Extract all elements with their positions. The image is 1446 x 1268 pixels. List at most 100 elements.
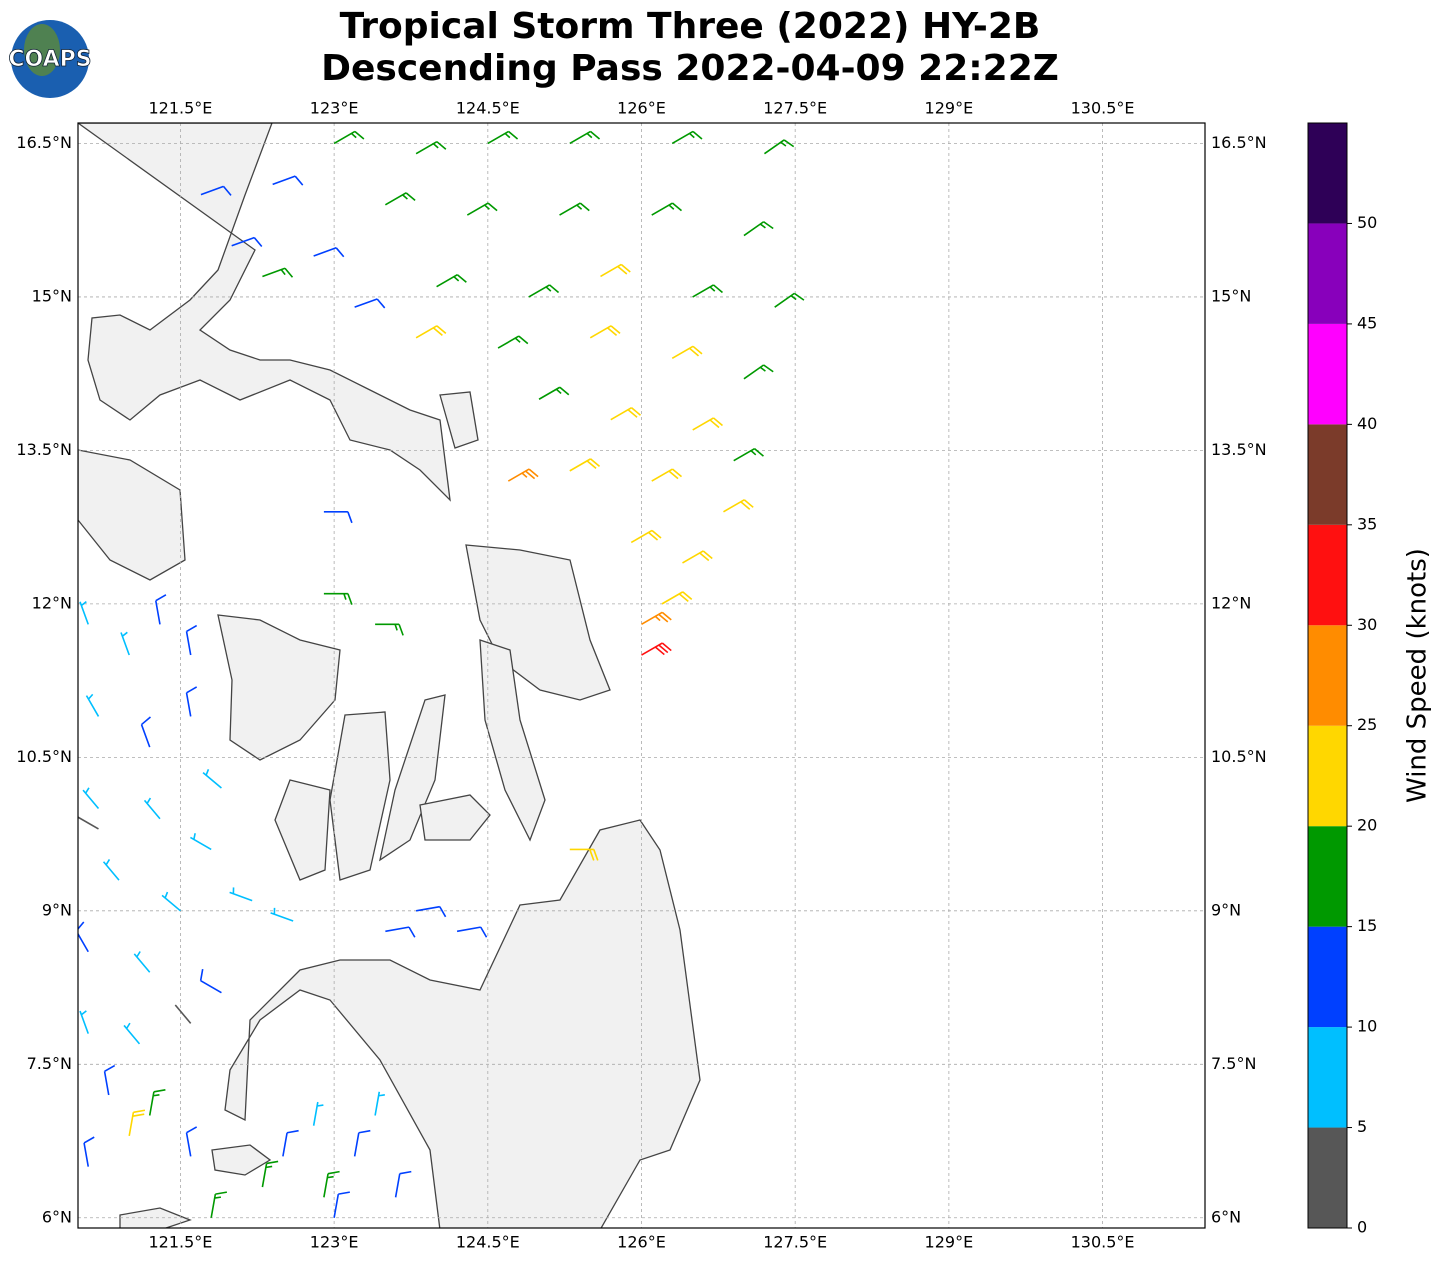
wind-barb: [128, 1109, 146, 1137]
wind-barb: [774, 292, 805, 308]
colorbar-segment: [1308, 625, 1347, 726]
wind-barb: [282, 1129, 299, 1157]
colorbar-tick-label: 50: [1357, 213, 1377, 232]
y-tick-label: 15°N: [1211, 286, 1251, 305]
x-tick-label: 127.5°E: [763, 99, 827, 118]
land: [78, 123, 451, 502]
land-layer: [78, 123, 701, 1228]
wind-barb: [312, 1101, 324, 1126]
wind-barb: [630, 529, 662, 544]
wind-barb: [589, 325, 621, 339]
wind-barb: [610, 407, 642, 421]
colorbar-tick-label: 15: [1357, 916, 1377, 935]
wind-barb: [682, 550, 713, 564]
wind-barb: [394, 1170, 412, 1198]
wind-barb: [671, 130, 703, 145]
wind-barb: [123, 1022, 141, 1045]
x-tick-label: 123°E: [310, 1233, 359, 1252]
x-tick-label: 126°E: [617, 99, 666, 118]
wind-barb: [538, 386, 570, 400]
wind-barb: [140, 716, 151, 748]
wind-barb: [497, 335, 529, 349]
colorbar-segment: [1308, 223, 1347, 324]
wind-barb: [384, 192, 416, 206]
wind-barb: [120, 631, 130, 656]
land: [78, 449, 186, 581]
logo: COAPS: [8, 20, 92, 98]
x-tick-label: 121.5°E: [148, 99, 212, 118]
wind-barb: [270, 907, 294, 922]
wind-barb: [155, 594, 167, 625]
land: [419, 794, 491, 841]
wind-barb: [763, 139, 795, 155]
colorbar-segment: [1308, 826, 1347, 927]
wind-barb: [559, 202, 590, 216]
wind-barb: [487, 130, 519, 145]
y-tick-label: 7.5°N: [1211, 1054, 1256, 1073]
wind-barb: [185, 1126, 198, 1157]
wind-barb: [375, 623, 404, 636]
wind-barb: [333, 130, 365, 145]
colorbar-tick-label: 45: [1357, 313, 1377, 332]
wind-barb: [692, 417, 723, 431]
land: [211, 1144, 272, 1176]
wind-barb: [200, 185, 232, 196]
wind-barb: [199, 969, 222, 994]
y-tick-label: 15°N: [32, 286, 72, 305]
land: [479, 639, 546, 842]
wind-barb: [323, 1170, 340, 1198]
logo-land: [24, 24, 60, 76]
wind-barb: [85, 693, 100, 717]
colorbar-segment: [1308, 1127, 1347, 1228]
wind-barb: [190, 833, 212, 851]
wind-barb: [262, 267, 294, 278]
map-frame: [77, 122, 1206, 1229]
wind-barb: [174, 1004, 192, 1024]
wind-barb: [507, 468, 539, 482]
wind-barb: [323, 510, 353, 524]
colorbar-tick-label: 10: [1357, 1017, 1377, 1036]
wind-barb: [272, 175, 304, 186]
x-tick-label: 127.5°E: [763, 1233, 827, 1252]
land: [217, 614, 341, 761]
wind-barb: [651, 468, 683, 482]
land: [379, 694, 446, 862]
wind-barb: [143, 797, 161, 820]
wind-barb: [231, 236, 263, 248]
wind-barb: [374, 1091, 385, 1116]
wind-barb: [79, 1010, 89, 1034]
colorbar-segment: [1308, 524, 1347, 626]
wind-barb: [641, 642, 672, 656]
colorbar-segment: [1308, 926, 1347, 1028]
colorbar: 0 5 10 15 20 25 30 35 40 45 50 Wind Speed (knots): [1307, 122, 1433, 1237]
x-tick-label: 129°E: [925, 1233, 974, 1252]
y-tick-label: 9°N: [42, 900, 72, 919]
y-tick-label: 12°N: [1211, 593, 1251, 612]
x-tick-label: 130.5°E: [1071, 99, 1135, 118]
wind-barb: [313, 247, 345, 258]
wind-barb: [261, 1160, 279, 1188]
x-tick-label: 126°E: [617, 1233, 666, 1252]
wind-barb: [723, 499, 754, 513]
wind-barb: [133, 951, 151, 973]
wind-barb: [103, 1064, 116, 1096]
colorbar-tick-label: 40: [1357, 414, 1377, 433]
wind-barb: [415, 325, 447, 339]
colorbar-segment: [1308, 1027, 1347, 1128]
barb-layer: [78, 130, 805, 1218]
x-tick-label: 121.5°E: [148, 1233, 212, 1252]
land: [274, 779, 331, 881]
y-tick-label: 10.5°N: [16, 747, 72, 766]
wind-barb: [641, 611, 672, 626]
wind-barb: [569, 130, 601, 145]
wind-barb: [569, 458, 601, 472]
wind-barb: [82, 787, 100, 810]
wind-barb: [353, 1129, 371, 1157]
y-tick-label: 6°N: [1211, 1207, 1241, 1226]
x-tick-label: 123°E: [310, 99, 359, 118]
x-tick-label: 130.5°E: [1071, 1233, 1135, 1252]
colorbar-label: Wind Speed (knots): [1403, 548, 1433, 803]
wind-barb: [185, 686, 198, 717]
wind-barb: [456, 926, 488, 938]
